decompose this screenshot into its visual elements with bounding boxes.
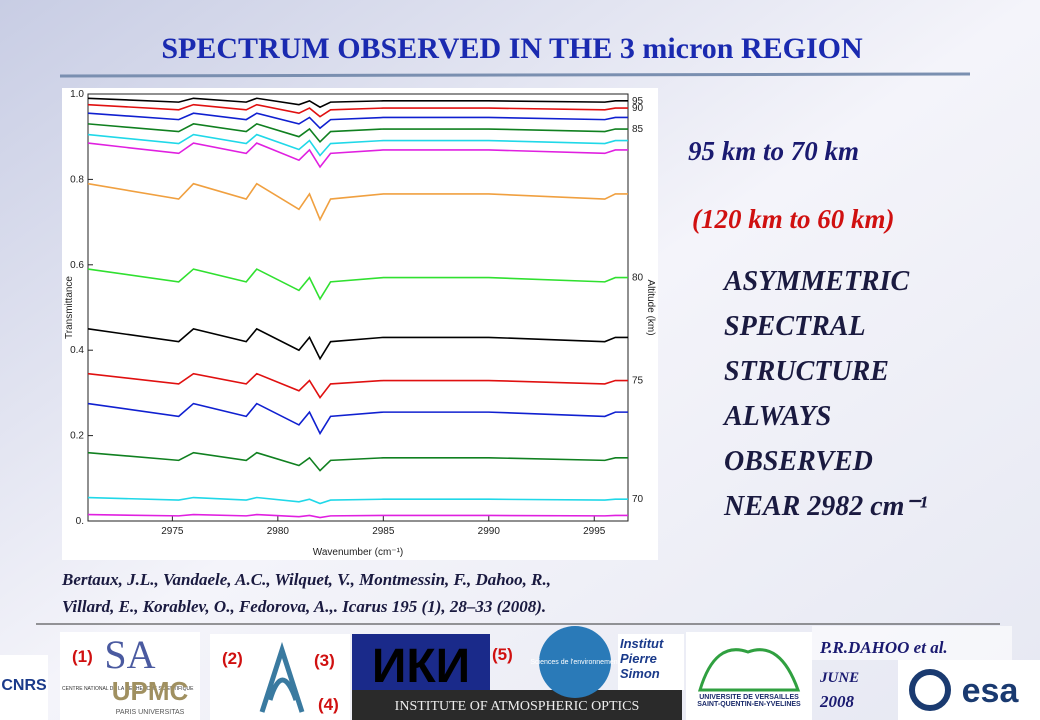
logo-box: [0, 655, 48, 720]
spectrum-line: [87, 496, 628, 505]
altitude-label: 75: [632, 376, 644, 387]
side-text: ASYMMETRIC SPECTRAL STRUCTURE ALWAYS OBSERVE…: [722, 266, 928, 522]
y-axis-label: Transmittance: [64, 276, 75, 339]
spectrum-line: [87, 402, 628, 436]
logo-sa: SA: [104, 632, 155, 677]
spectrum-line: [87, 97, 628, 109]
x-tick-label: 2995: [583, 526, 606, 537]
spectrum-line: [87, 327, 628, 361]
y2-axis-label: Altitude (km): [645, 279, 656, 335]
y-tick-label: 1.0: [70, 89, 84, 100]
spectrum-line: [87, 372, 628, 400]
altitude-label: 70: [632, 494, 644, 505]
plot-frame: [87, 93, 629, 522]
y-tick-label: 0.8: [70, 174, 84, 185]
side-line: ASYMMETRIC: [722, 266, 909, 297]
x-tick-label: 2975: [161, 526, 184, 537]
logo-uvsq-wrap: UNIVERSITE DE VERSAILLES SAINT-QUENTIN-E…: [697, 694, 801, 708]
marker: (5): [492, 645, 513, 664]
logo-emblem: [259, 641, 305, 713]
x-tick-label: 2985: [372, 526, 395, 537]
logo-uvsq: UNIVERSITE DE VERSAILLES SAINT-QUENTIN-E…: [697, 694, 801, 708]
side-line: ALWAYS: [722, 401, 831, 432]
logo-upmc-sub: PARIS UNIVERSITAS: [116, 709, 185, 716]
date: JUNE: [819, 670, 859, 686]
spectrum-line: [87, 142, 628, 169]
altitude-label: 90: [632, 103, 644, 114]
spectrum-line: [87, 112, 628, 130]
author: P.R.DAHOO et al.: [819, 638, 948, 657]
slide-title: SPECTRUM OBSERVED IN THE 3 micron REGION: [161, 32, 863, 65]
altitude-label: 85: [632, 124, 644, 135]
author-box: [812, 626, 1012, 660]
logo-ipsl-wrap: Institut Pierre Simon: [620, 636, 664, 681]
logo-sciences: Sciences de l'environnement: [530, 659, 619, 666]
side-line: SPECTRAL: [724, 311, 866, 342]
logo-iki: [352, 634, 490, 690]
x-tick-label: 2990: [478, 526, 501, 537]
logo-cnrs: CNRS: [1, 677, 47, 694]
side-line: OBSERVED: [724, 446, 873, 477]
logo-cnrs-sub: CENTRE NATIONAL DE LA RECHERCHE SCIENTIF…: [62, 686, 194, 692]
logo-box: [898, 660, 1040, 720]
altitude-label: 95: [632, 96, 644, 107]
x-tick-label: 2980: [267, 526, 290, 537]
logo-esa: esa: [962, 672, 1020, 710]
y-tick-label: 0.: [76, 516, 84, 527]
chart: 0. 0.2 0.4 0.6 0.8 1.0 2975 2980 2985 2990 2995 Wav…: [64, 89, 656, 558]
date: 2008: [819, 692, 855, 711]
altitude-label: 80: [632, 273, 644, 284]
logo-iki-text: ИКИ: [372, 640, 470, 693]
spectrum-line: [87, 103, 628, 118]
range-alt-text: (120 km to 60 km): [692, 204, 895, 234]
logo-box: [60, 632, 200, 720]
marker: (2): [222, 649, 243, 668]
y-tick-label: 0.6: [70, 260, 84, 271]
title-rule: [59, 72, 971, 78]
logo-iao: [352, 690, 682, 720]
spectrum-line: [87, 182, 628, 222]
reference: Bertaux, J.L., Vandaele, A.C., Wilquet, …: [61, 570, 551, 589]
logo-circle: [539, 626, 611, 698]
logo-uvsq-emblem: [697, 648, 801, 692]
range-text: 95 km to 70 km: [688, 136, 859, 166]
logo-upmc: UPMC: [112, 676, 189, 706]
spectrum-line: [87, 133, 628, 157]
logo-iao-text: INSTITUTE OF ATMOSPHERIC OPTICS: [395, 699, 640, 714]
spectrum-line: [87, 268, 628, 301]
side-line: NEAR 2982 cm⁻¹: [723, 491, 928, 522]
y-tick-label: 0.2: [70, 431, 84, 442]
logo-box: [618, 634, 684, 690]
logo-ipsl: Institut Pierre Simon: [620, 636, 664, 681]
marker: (3): [314, 651, 335, 670]
reference: Villard, E., Korablev, O., Fedorova, A.,…: [62, 597, 546, 616]
marker: (4): [318, 695, 339, 714]
side-line: STRUCTURE: [724, 356, 889, 387]
marker: (1): [72, 647, 93, 666]
spectrum-line: [87, 123, 628, 144]
spectrum-line: [87, 451, 628, 472]
chart-panel: [62, 88, 658, 560]
y-tick-label: 0.4: [70, 345, 84, 356]
x-axis-label: Wavenumber (cm⁻¹): [313, 547, 403, 558]
logo-esa-emblem: [909, 669, 951, 711]
spectrum-line: [87, 513, 628, 519]
